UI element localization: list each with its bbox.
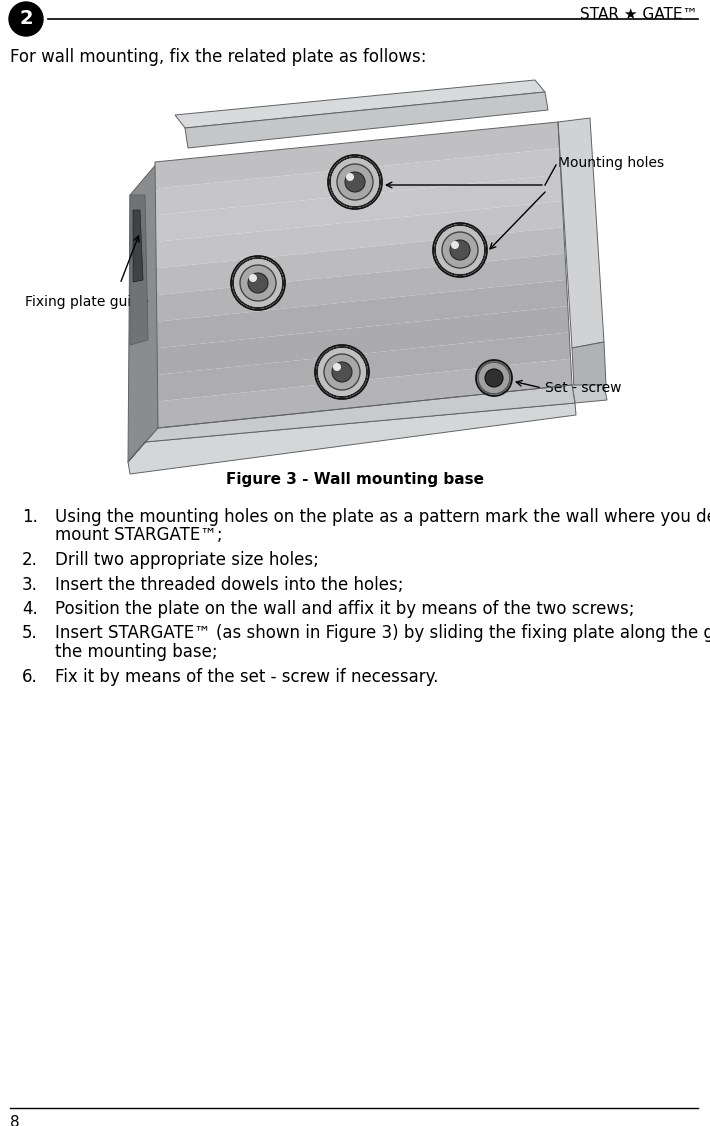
Text: Insert the threaded dowels into the holes;: Insert the threaded dowels into the hole…: [55, 575, 403, 593]
Circle shape: [345, 172, 365, 193]
Text: 5.: 5.: [22, 625, 38, 643]
Polygon shape: [133, 211, 143, 282]
Text: 8: 8: [10, 1115, 20, 1126]
Polygon shape: [130, 195, 148, 345]
Polygon shape: [128, 162, 158, 462]
Circle shape: [249, 274, 257, 282]
Polygon shape: [157, 279, 568, 348]
Text: STAR ★ GATE™: STAR ★ GATE™: [580, 7, 698, 23]
Text: 2.: 2.: [22, 551, 38, 569]
Text: Insert STARGATE™ (as shown in Figure 3) by sliding the fixing plate along the gu: Insert STARGATE™ (as shown in Figure 3) …: [55, 625, 710, 643]
Circle shape: [233, 258, 283, 309]
Polygon shape: [158, 359, 572, 428]
Polygon shape: [572, 342, 606, 390]
Circle shape: [333, 363, 341, 370]
Polygon shape: [155, 175, 562, 242]
Circle shape: [9, 2, 43, 36]
Polygon shape: [155, 122, 559, 188]
Circle shape: [240, 265, 276, 301]
Text: the mounting base;: the mounting base;: [55, 643, 218, 661]
Circle shape: [330, 157, 380, 207]
Polygon shape: [156, 200, 564, 268]
Polygon shape: [185, 92, 548, 148]
Circle shape: [450, 240, 470, 260]
Text: Using the mounting holes on the plate as a pattern mark the wall where you desir: Using the mounting holes on the plate as…: [55, 508, 710, 526]
Text: 6.: 6.: [22, 668, 38, 686]
Circle shape: [435, 225, 485, 275]
Circle shape: [324, 354, 360, 390]
Text: Fixing plate guide: Fixing plate guide: [25, 295, 148, 309]
Polygon shape: [157, 306, 569, 375]
Circle shape: [248, 272, 268, 293]
Text: Mounting holes: Mounting holes: [558, 157, 664, 170]
Polygon shape: [175, 80, 545, 128]
Circle shape: [346, 173, 354, 181]
Circle shape: [478, 361, 510, 394]
Text: 1.: 1.: [22, 508, 38, 526]
Circle shape: [485, 369, 503, 387]
Polygon shape: [156, 227, 565, 295]
Circle shape: [317, 347, 367, 397]
Text: For wall mounting, fix the related plate as follows:: For wall mounting, fix the related plate…: [10, 48, 427, 66]
Polygon shape: [558, 118, 604, 348]
Text: Drill two appropriate size holes;: Drill two appropriate size holes;: [55, 551, 319, 569]
Polygon shape: [572, 385, 607, 403]
Polygon shape: [158, 332, 571, 401]
Text: mount STARGATE™;: mount STARGATE™;: [55, 527, 223, 545]
Polygon shape: [156, 253, 567, 322]
Polygon shape: [155, 149, 561, 215]
Text: 2: 2: [19, 9, 33, 28]
Text: Set - screw: Set - screw: [545, 381, 621, 395]
Circle shape: [332, 361, 352, 382]
Text: 3.: 3.: [22, 575, 38, 593]
Circle shape: [442, 232, 478, 268]
Polygon shape: [128, 385, 575, 462]
Text: Position the plate on the wall and affix it by means of the two screws;: Position the plate on the wall and affix…: [55, 600, 635, 618]
Text: 4.: 4.: [22, 600, 38, 618]
Polygon shape: [128, 403, 576, 474]
Text: Fix it by means of the set - screw if necessary.: Fix it by means of the set - screw if ne…: [55, 668, 438, 686]
Circle shape: [337, 164, 373, 200]
Circle shape: [451, 241, 459, 249]
Text: Figure 3 - Wall mounting base: Figure 3 - Wall mounting base: [226, 472, 484, 488]
